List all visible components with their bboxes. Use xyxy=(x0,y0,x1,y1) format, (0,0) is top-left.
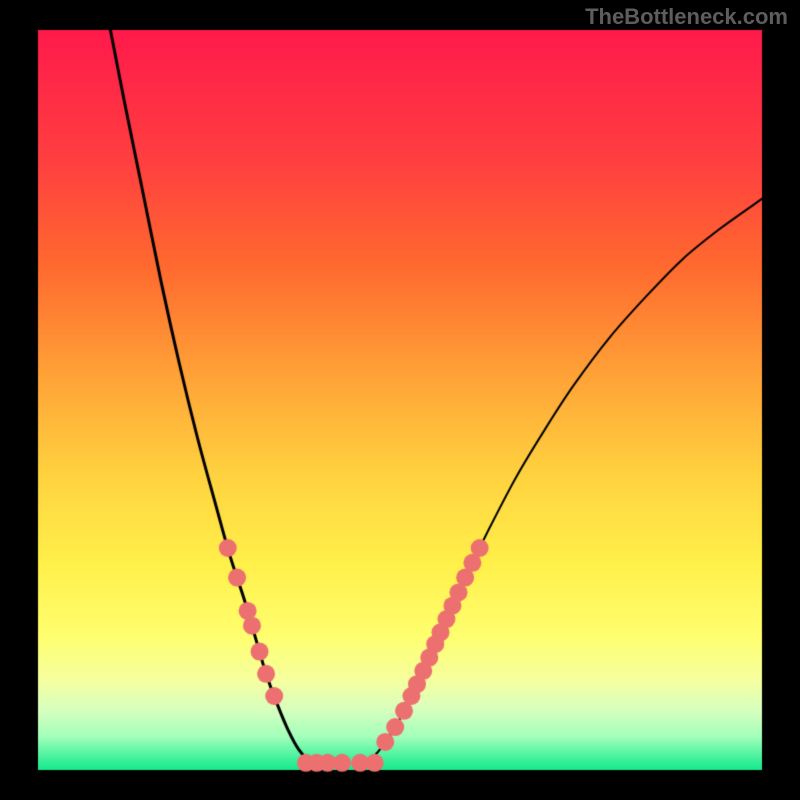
chart-canvas xyxy=(0,0,800,800)
attribution-text: TheBottleneck.com xyxy=(585,4,788,30)
chart-stage: TheBottleneck.com xyxy=(0,0,800,800)
